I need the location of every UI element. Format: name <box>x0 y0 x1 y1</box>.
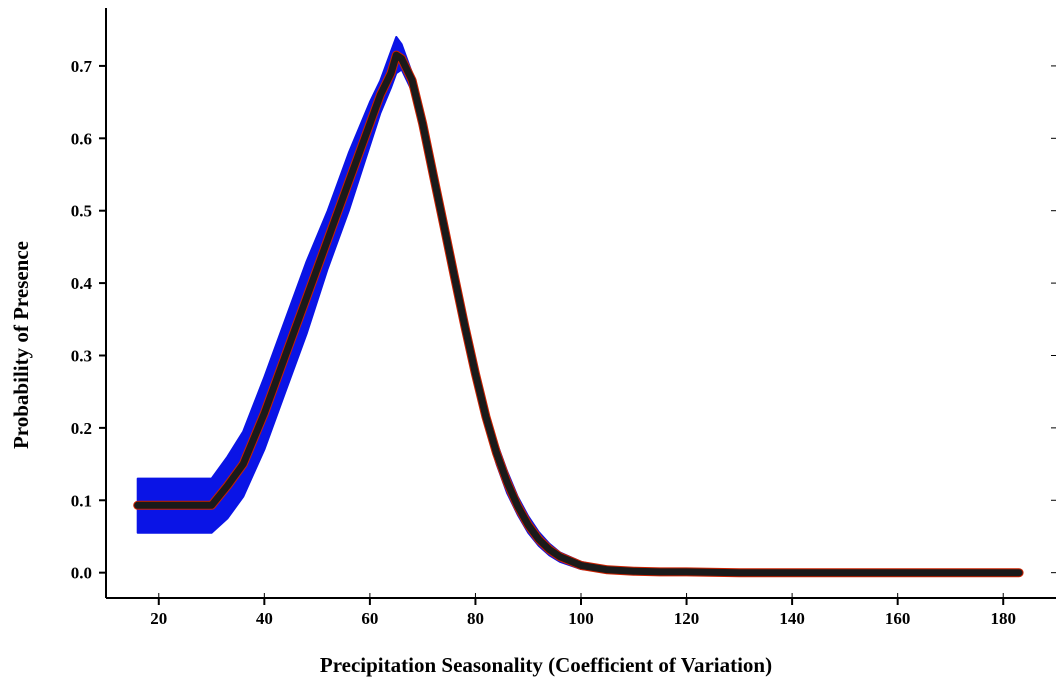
axis-layer <box>105 8 1056 599</box>
confidence-band <box>136 36 1021 574</box>
x-tick-label: 120 <box>674 609 700 628</box>
y-tick-label: 0.1 <box>71 491 92 510</box>
y-tick-label: 0.3 <box>71 346 92 365</box>
x-tick-label: 20 <box>150 609 167 628</box>
x-tick-label: 160 <box>885 609 911 628</box>
tick-layer: 20 40 60 80 100 120 140 160 180 0.0 0.1 0.2 0.3 0.4 0.… <box>71 57 1056 628</box>
y-tick-label: 0.2 <box>71 419 92 438</box>
y-tick-label: 0.4 <box>71 274 93 293</box>
x-tick-label: 180 <box>990 609 1016 628</box>
mean-line <box>134 51 1023 577</box>
x-tick-label: 40 <box>256 609 273 628</box>
mean-line-edge <box>133 50 1024 578</box>
x-tick-label: 80 <box>467 609 484 628</box>
x-axis-title: Precipitation Seasonality (Coefficient o… <box>320 653 772 677</box>
mean-line-layer <box>133 50 1024 578</box>
confidence-band-layer <box>136 36 1021 574</box>
x-tick-label: 100 <box>568 609 594 628</box>
y-tick-label: 0.5 <box>71 202 92 221</box>
x-tick-label: 60 <box>361 609 378 628</box>
y-tick-label: 0.6 <box>71 129 92 148</box>
y-tick-label: 0.0 <box>71 564 92 583</box>
y-axis-title: Probability of Presence <box>9 241 33 449</box>
x-tick-label: 140 <box>779 609 805 628</box>
y-tick-label: 0.7 <box>71 57 93 76</box>
